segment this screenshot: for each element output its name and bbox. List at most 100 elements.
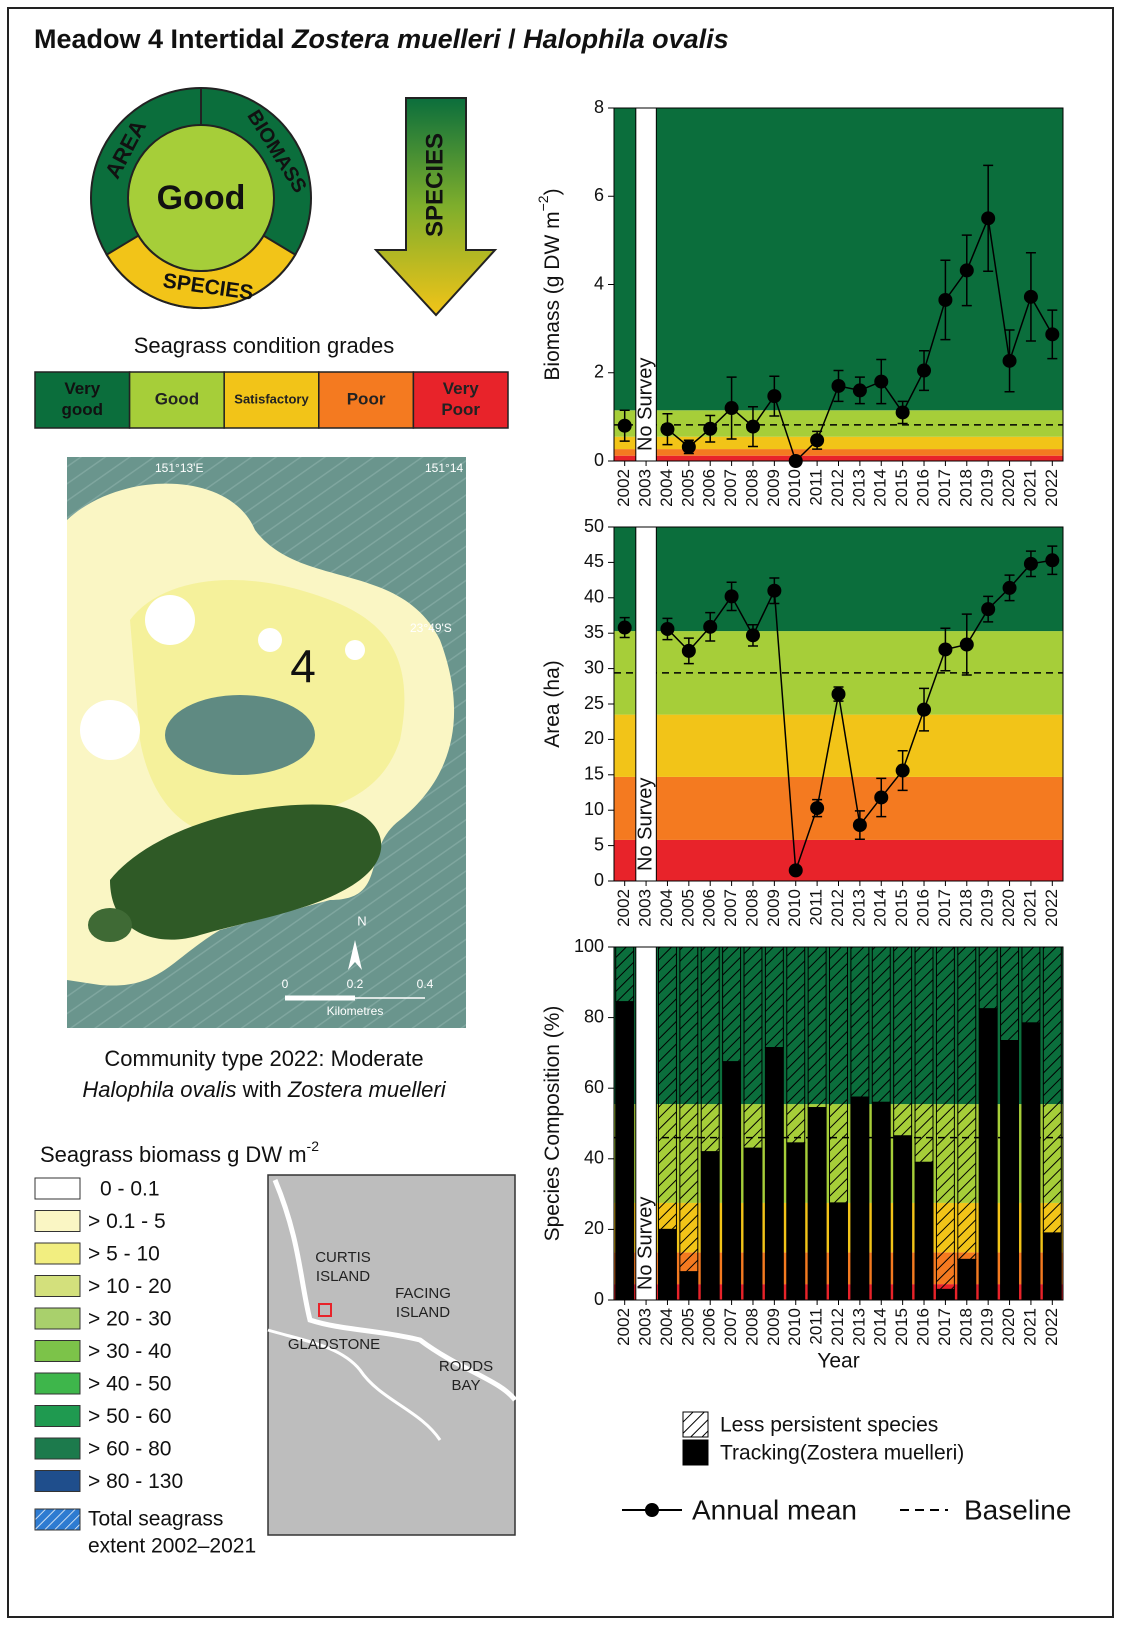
data-point: [831, 378, 846, 393]
y-tick-label: 60: [584, 1077, 604, 1097]
x-tick-label: 2015: [892, 889, 911, 927]
frame: [7, 7, 1114, 1618]
grade-band: [614, 449, 1063, 456]
bar-segment: [679, 1271, 699, 1301]
x-tick-label: 2002: [614, 889, 633, 927]
data-point: [660, 621, 675, 636]
place-label: RODDS: [439, 1358, 493, 1375]
community-caption: Halophila ovalis with Zostera muelleri: [82, 1077, 446, 1102]
arrow-label: SPECIES: [421, 133, 448, 237]
y-tick-label: 40: [584, 1148, 604, 1168]
annotation: No Survey: [634, 358, 656, 451]
legend-label: > 50 - 60: [88, 1405, 171, 1428]
x-tick-label: 2013: [849, 889, 868, 927]
y-title-part: ): [541, 188, 564, 195]
legend-swatch: [34, 1340, 81, 1362]
legend-swatch: [34, 1210, 81, 1232]
meadow-map: [67, 457, 466, 1028]
x-tick-label: 2009: [764, 1308, 783, 1346]
x-tick-label: 2004: [657, 1308, 676, 1346]
scale-label: 0.4: [417, 977, 434, 991]
y-tick-label: 10: [584, 799, 604, 819]
data-point: [745, 419, 760, 434]
place-label: ISLAND: [396, 1304, 450, 1321]
data-point: [831, 687, 846, 702]
place-label: CURTIS: [315, 1249, 371, 1266]
x-tick-label: 2021: [1020, 469, 1039, 507]
legend-swatch: [34, 1307, 81, 1330]
bar-segment: [700, 1151, 720, 1301]
legend-swatch: [34, 1437, 81, 1460]
x-tick-label: 2017: [935, 889, 954, 927]
y-tick-label: 4: [594, 273, 604, 293]
title-part: Meadow 4 Intertidal: [34, 24, 292, 54]
grade-label: Poor: [347, 389, 386, 408]
x-tick-label: 2013: [849, 469, 868, 507]
x-tick-label: 2007: [721, 469, 740, 507]
data-point: [938, 292, 953, 307]
grade-wheel: AREA BIOMASS Good SPECIES: [90, 87, 312, 310]
x-tick-label: 2004: [657, 889, 676, 927]
inset-labels: CURTIS ISLAND FACING ISLAND GLADSTONE RODDS BA…: [288, 1249, 493, 1394]
y-axis-title: Species Composition (%): [541, 1006, 564, 1242]
scale-label: 0: [282, 977, 289, 991]
wheel-grade: Good: [157, 179, 246, 217]
data-point: [917, 363, 932, 378]
data-point: [852, 383, 867, 398]
legend-label: > 0.1 - 5: [88, 1210, 166, 1233]
x-tick-label: 2005: [678, 889, 697, 927]
x-tick-label: 2021: [1020, 1308, 1039, 1346]
x-tick-label: 2014: [871, 889, 890, 927]
data-point: [1002, 353, 1017, 368]
legend-label: > 5 - 10: [88, 1243, 160, 1266]
data-point: [681, 439, 696, 454]
legend-label: Total seagrass: [88, 1508, 223, 1531]
data-point: [767, 583, 782, 598]
x-tick-label: 2011: [807, 889, 826, 926]
x-axis-title: Year: [817, 1350, 859, 1373]
y-title-part: Biomass (g DW m: [541, 211, 564, 380]
y-tick-label: 50: [584, 516, 604, 536]
title-part: Halophila ovalis: [523, 24, 729, 54]
y-tick-label: 35: [584, 622, 604, 642]
x-tick-label: 2009: [764, 889, 783, 927]
x-tick-label: 2003: [636, 889, 655, 927]
legend-swatch: [34, 1372, 81, 1395]
x-tick-label: 2017: [935, 469, 954, 507]
title-part: Zostera muelleri: [291, 24, 501, 54]
grade-band: [614, 410, 1063, 437]
data-point: [917, 702, 932, 717]
x-tick-label: 2020: [999, 469, 1018, 507]
grade-band: [614, 714, 1063, 777]
x-tick-label: 2014: [871, 469, 890, 507]
bar-segment: [1042, 1232, 1062, 1301]
y-tick-label: 6: [594, 185, 604, 205]
legend-label: > 60 - 80: [88, 1438, 171, 1461]
grade-label: good: [62, 400, 104, 419]
grade-band: [614, 455, 1063, 461]
bar-segment: [893, 1135, 913, 1301]
x-tick-label: 2012: [828, 889, 847, 927]
bar-segment: [871, 946, 891, 1103]
y-tick-label: 20: [584, 728, 604, 748]
x-tick-label: 2019: [978, 469, 997, 507]
place-label: GLADSTONE: [288, 1336, 380, 1353]
data-point: [810, 433, 825, 448]
bar-segment: [850, 1096, 870, 1301]
x-tick-label: 2010: [785, 469, 804, 507]
data-point: [617, 418, 632, 433]
x-tick-label: 2012: [828, 1308, 847, 1346]
title-part: /: [501, 24, 524, 54]
y-title-part: Area (ha): [541, 660, 564, 748]
x-tick-label: 2019: [978, 1308, 997, 1346]
data-point: [681, 643, 696, 658]
species-arrow: SPECIES: [373, 97, 498, 317]
bar-segment: [722, 1061, 742, 1301]
bar-segment: [935, 1288, 955, 1301]
x-tick-label: 2011: [807, 1308, 826, 1345]
y-axis-title: Area (ha): [541, 660, 564, 748]
legend-swatch: [682, 1439, 709, 1466]
bar-segment: [679, 946, 699, 1273]
